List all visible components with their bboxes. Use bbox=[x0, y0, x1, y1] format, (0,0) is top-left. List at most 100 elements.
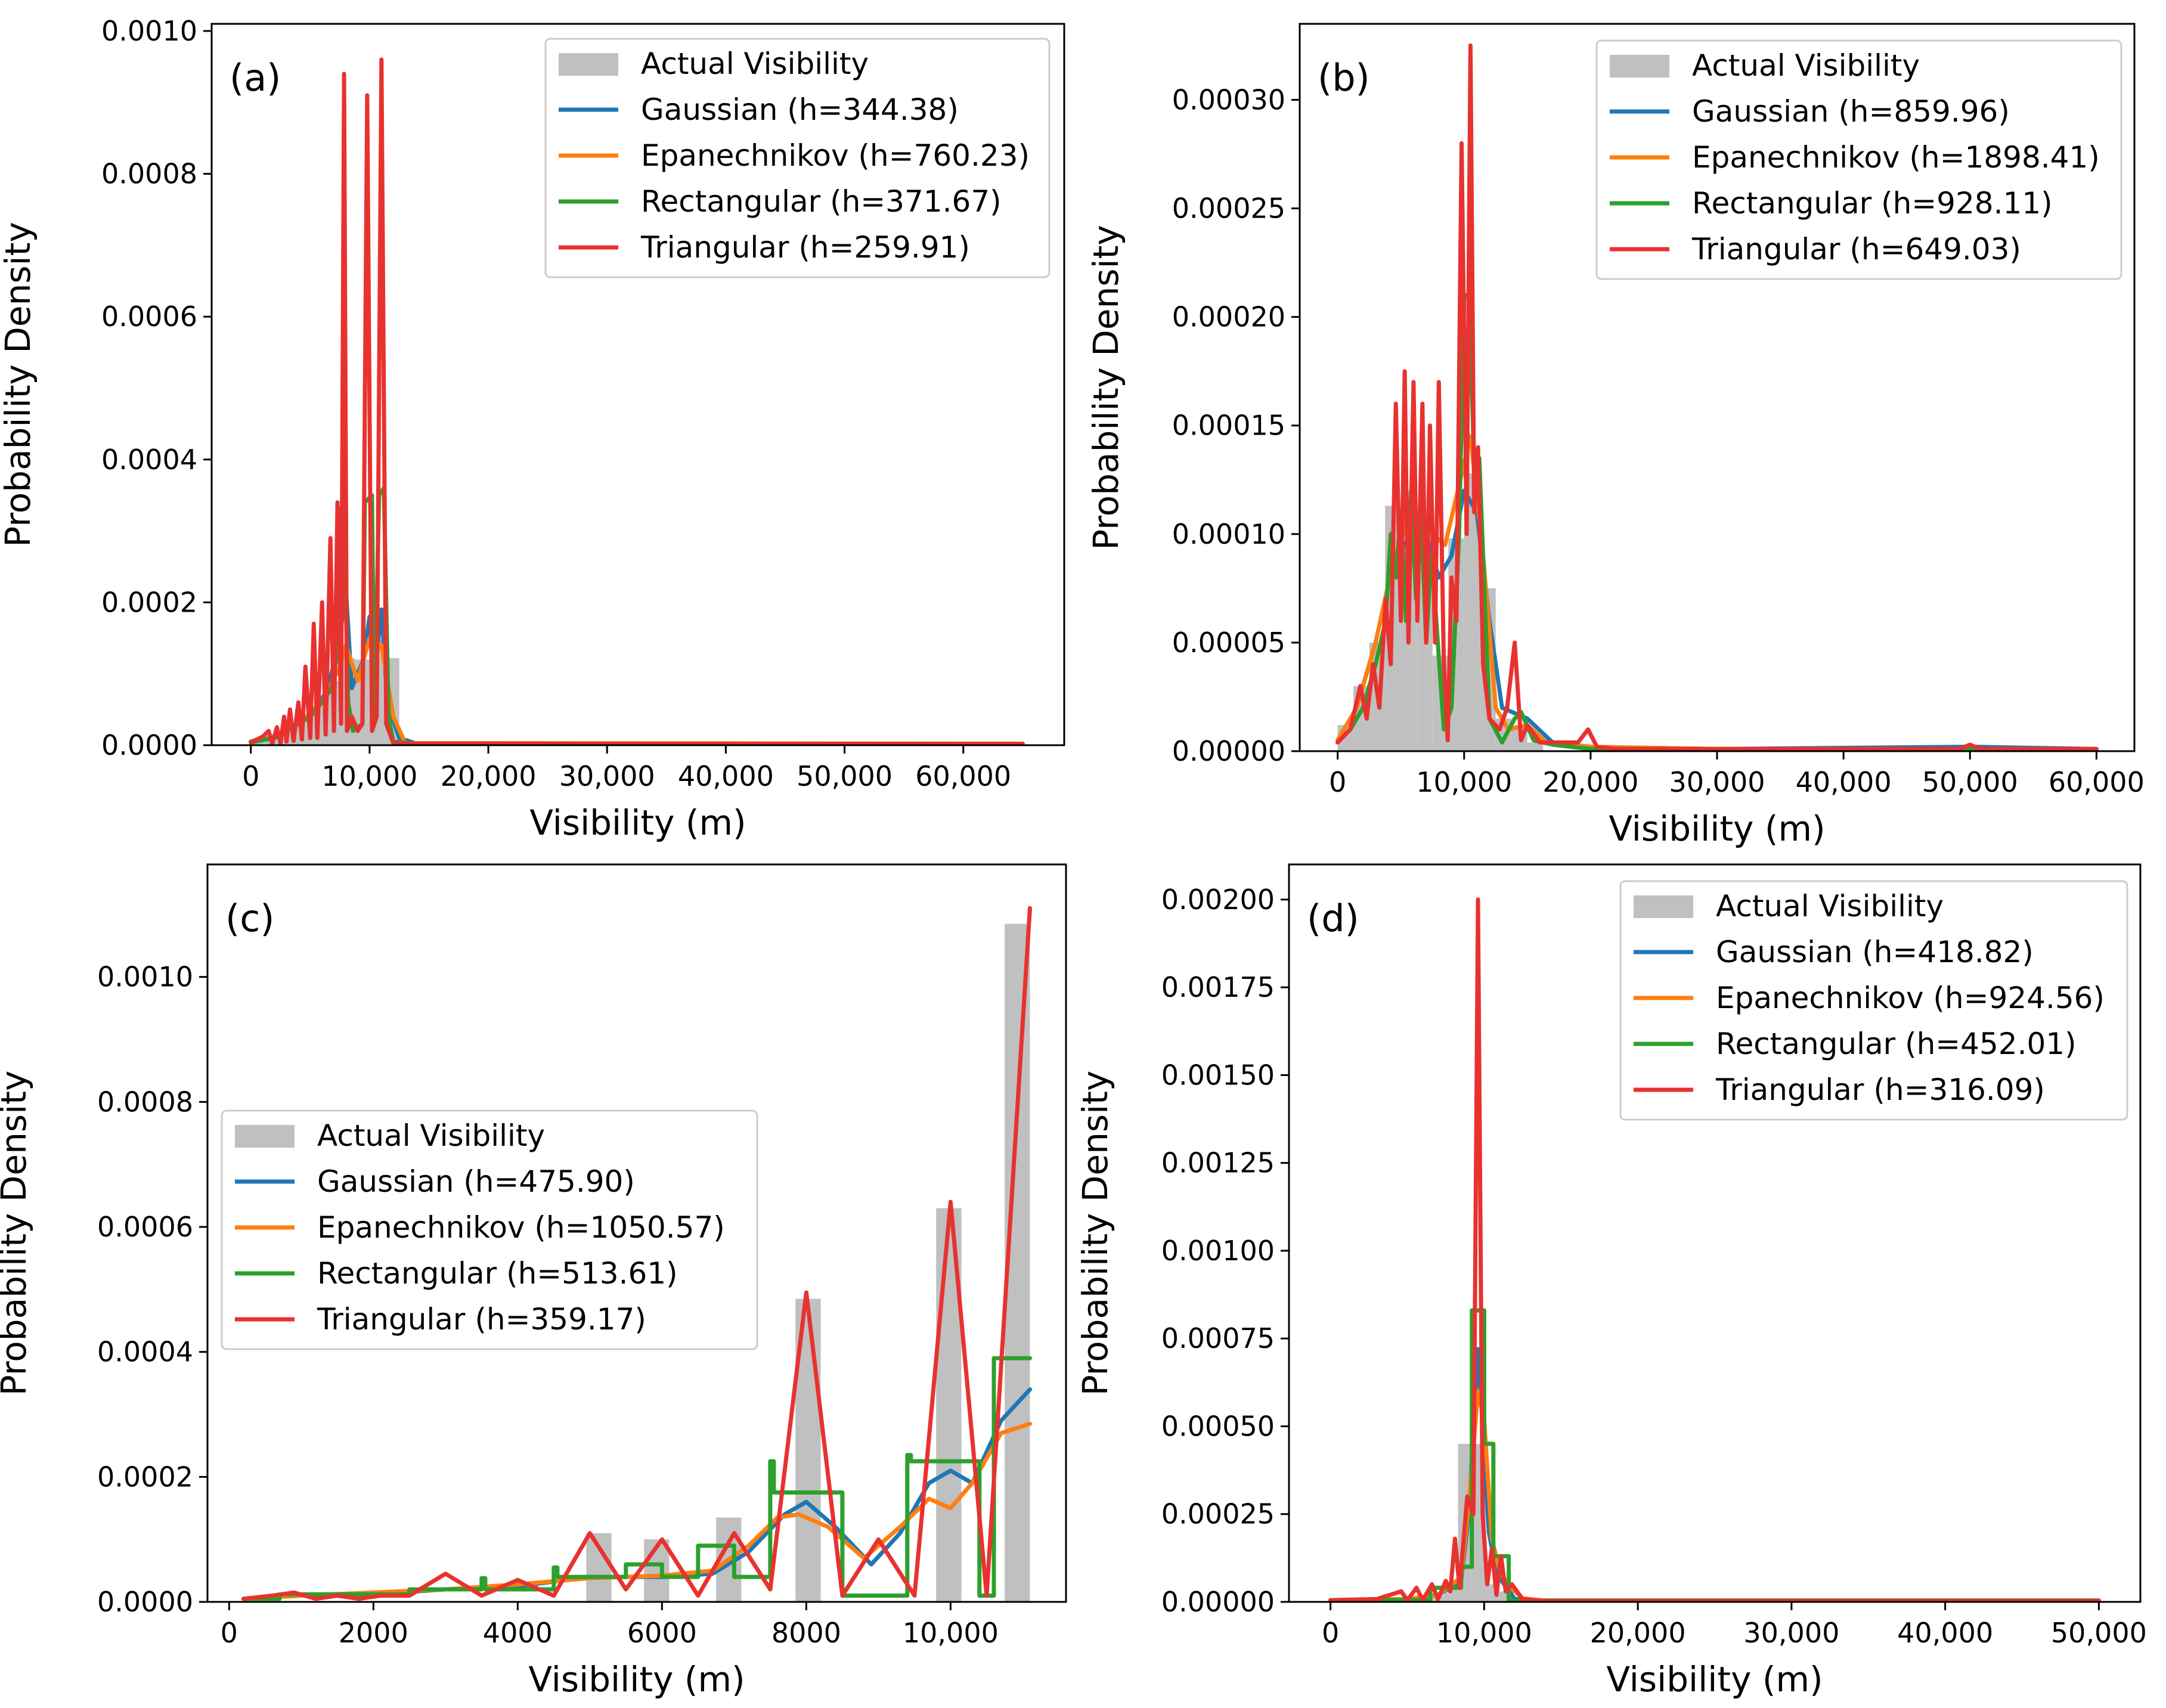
x-tick-label: 0 bbox=[1329, 766, 1346, 798]
y-tick-label: 0.00010 bbox=[1172, 518, 1285, 550]
y-tick-label: 0.0008 bbox=[97, 1086, 193, 1118]
x-tick-label: 0 bbox=[242, 760, 259, 792]
series-line bbox=[241, 1356, 1032, 1601]
x-tick-label: 10,000 bbox=[321, 760, 417, 792]
series-line bbox=[1328, 1308, 2101, 1602]
y-tick-label: 0.00030 bbox=[1172, 83, 1285, 116]
y-tick-label: 0.00075 bbox=[1161, 1322, 1275, 1354]
panel-label: (c) bbox=[225, 897, 274, 940]
x-tick-label: 50,000 bbox=[2051, 1617, 2147, 1649]
legend-label: Gaussian (h=418.82) bbox=[1716, 935, 2034, 969]
x-tick-label: 30,000 bbox=[1669, 766, 1765, 798]
x-tick-label: 20,000 bbox=[441, 760, 537, 792]
legend-label: Rectangular (h=513.61) bbox=[317, 1256, 678, 1291]
legend-label: Triangular (h=259.91) bbox=[640, 230, 970, 265]
y-tick-label: 0.0006 bbox=[101, 300, 197, 333]
x-tick-label: 20,000 bbox=[1542, 766, 1638, 798]
plot-area bbox=[241, 906, 1032, 1602]
x-axis-label: Visibility (m) bbox=[529, 802, 746, 843]
legend-box bbox=[544, 38, 1051, 278]
y-tick-label: 0.0000 bbox=[101, 729, 197, 761]
legend-label: Epanechnikov (h=1050.57) bbox=[317, 1210, 725, 1245]
plot-frame bbox=[210, 23, 1065, 746]
y-tick-label: 0.0010 bbox=[101, 15, 197, 47]
legend-label: Triangular (h=316.09) bbox=[1715, 1072, 2045, 1107]
series-line bbox=[241, 906, 1032, 1601]
histogram-bar bbox=[250, 742, 266, 745]
legend-label: Actual Visibility bbox=[1716, 889, 1944, 923]
chart-panel-c: 0 2000 4000 6000 8000 10,000 0.0000 0.0002 0.000… bbox=[0, 863, 1067, 1700]
x-tick-label: 10,000 bbox=[903, 1617, 999, 1649]
y-tick-label: 0.0002 bbox=[97, 1461, 193, 1493]
x-axis-label: Visibility (m) bbox=[1609, 808, 1825, 849]
x-tick-label: 0 bbox=[1322, 1617, 1339, 1649]
x-tick-label: 4000 bbox=[483, 1617, 553, 1649]
legend: Actual Visibility Gaussian (h=418.82) Epan… bbox=[1619, 880, 2128, 1121]
y-tick-label: 0.0006 bbox=[97, 1211, 193, 1243]
series-line bbox=[1335, 43, 2099, 751]
y-tick-label: 0.00020 bbox=[1172, 301, 1285, 333]
x-tick-label: 10,000 bbox=[1416, 766, 1512, 798]
y-tick-label: 0.00000 bbox=[1172, 735, 1285, 767]
y-tick-label: 0.00015 bbox=[1172, 410, 1285, 442]
plot-frame bbox=[206, 863, 1067, 1603]
legend-swatch bbox=[235, 1125, 295, 1148]
y-tick-label: 0.00025 bbox=[1172, 193, 1285, 225]
series-line bbox=[1328, 1389, 2101, 1602]
y-tick-label: 0.0010 bbox=[97, 961, 193, 993]
plot-area bbox=[249, 57, 1025, 745]
y-tick-label: 0.00025 bbox=[1161, 1498, 1275, 1530]
legend-label: Gaussian (h=859.96) bbox=[1692, 94, 2010, 129]
panel-label: (a) bbox=[230, 56, 281, 100]
legend-box bbox=[1595, 39, 2122, 280]
legend: Actual Visibility Gaussian (h=344.38) Epan… bbox=[544, 38, 1051, 278]
chart-panel-b: 0 10,000 20,000 30,000 40,000 50,000 60,000 0.0… bbox=[1086, 23, 2145, 849]
y-axis-label: Probability Density bbox=[0, 1071, 34, 1396]
legend-label: Triangular (h=649.03) bbox=[1691, 232, 2021, 266]
chart-panel-a: 0 10,000 20,000 30,000 40,000 50,000 60,000 0.0… bbox=[0, 15, 1065, 843]
x-tick-label: 50,000 bbox=[797, 760, 893, 792]
series-line bbox=[1328, 1347, 2101, 1602]
legend-label: Epanechnikov (h=924.56) bbox=[1716, 981, 2105, 1015]
y-tick-label: 0.00175 bbox=[1161, 971, 1275, 1003]
legend-swatch bbox=[1610, 55, 1669, 78]
legend-swatch bbox=[1634, 895, 1693, 918]
legend-label: Gaussian (h=344.38) bbox=[641, 92, 959, 127]
y-axis-label: Probability Density bbox=[0, 222, 38, 547]
legend-label: Rectangular (h=928.11) bbox=[1692, 186, 2053, 221]
legend-box bbox=[1619, 880, 2128, 1121]
x-axis-label: Visibility (m) bbox=[1606, 1659, 1823, 1700]
legend: Actual Visibility Gaussian (h=859.96) Epan… bbox=[1595, 39, 2122, 280]
series-line bbox=[1328, 897, 2101, 1602]
x-tick-label: 40,000 bbox=[678, 760, 774, 792]
legend-label: Actual Visibility bbox=[1692, 48, 1920, 83]
legend-label: Epanechnikov (h=1898.41) bbox=[1692, 140, 2100, 175]
y-axis-label: Probability Density bbox=[1075, 1071, 1115, 1396]
y-tick-label: 0.00100 bbox=[1161, 1235, 1275, 1267]
y-axis-label: Probability Density bbox=[1086, 225, 1126, 550]
legend-swatch bbox=[559, 53, 618, 76]
x-tick-label: 0 bbox=[221, 1617, 238, 1649]
legend-label: Triangular (h=359.17) bbox=[317, 1302, 646, 1337]
y-tick-label: 0.00200 bbox=[1161, 884, 1275, 916]
x-tick-label: 2000 bbox=[339, 1617, 408, 1649]
y-tick-label: 0.0004 bbox=[101, 444, 197, 476]
legend-label: Gaussian (h=475.90) bbox=[317, 1164, 635, 1199]
x-tick-label: 40,000 bbox=[1796, 766, 1892, 798]
legend-label: Actual Visibility bbox=[317, 1118, 545, 1153]
panel-label: (b) bbox=[1318, 56, 1370, 100]
y-tick-label: 0.0004 bbox=[97, 1336, 193, 1368]
x-tick-label: 40,000 bbox=[1897, 1617, 1993, 1649]
series-line bbox=[1335, 293, 2099, 751]
x-tick-label: 20,000 bbox=[1590, 1617, 1686, 1649]
y-tick-label: 0.00005 bbox=[1172, 627, 1285, 659]
x-axis-label: Visibility (m) bbox=[528, 1659, 745, 1700]
x-tick-label: 10,000 bbox=[1436, 1617, 1532, 1649]
x-tick-label: 50,000 bbox=[1922, 766, 2018, 798]
x-tick-label: 60,000 bbox=[915, 760, 1011, 792]
legend-box bbox=[221, 1109, 758, 1350]
chart-panel-d: 0 10,000 20,000 30,000 40,000 50,000 0.00000 0.… bbox=[1075, 863, 2147, 1700]
y-tick-label: 0.00050 bbox=[1161, 1410, 1275, 1442]
x-tick-label: 6000 bbox=[627, 1617, 697, 1649]
legend-label: Epanechnikov (h=760.23) bbox=[641, 138, 1030, 173]
